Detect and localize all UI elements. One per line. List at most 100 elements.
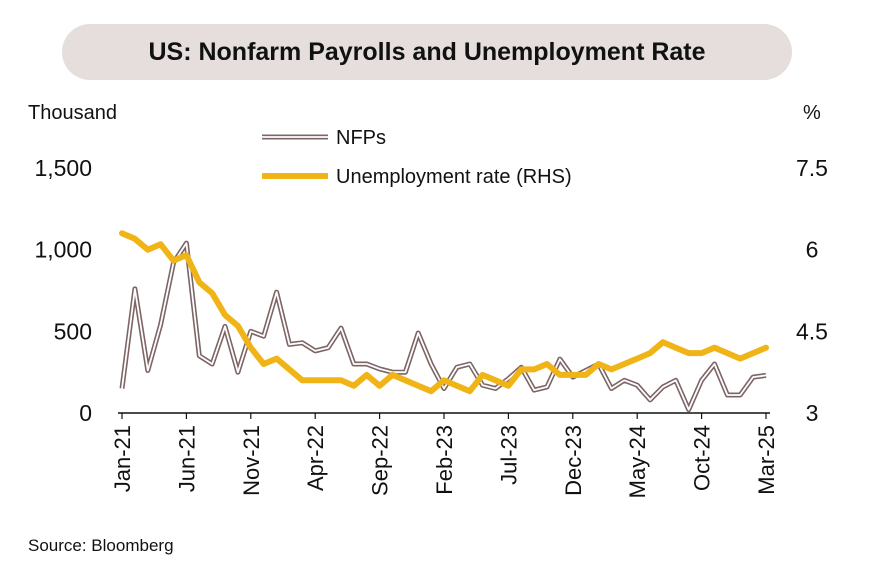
right-tick-label: 7.5 [796, 155, 828, 181]
unemployment-point [122, 233, 123, 234]
nfp-point [714, 364, 715, 365]
left-axis-unit: Thousand [28, 102, 117, 124]
nfp-point [444, 388, 445, 389]
nfp-point [315, 350, 316, 351]
unemployment-point [237, 325, 238, 326]
x-tick-label: May-24 [625, 425, 650, 498]
unemployment-point [147, 249, 148, 250]
nfp-point [431, 364, 432, 365]
x-tick-label: Sep-22 [368, 425, 393, 496]
right-tick-label: 3 [806, 400, 819, 426]
unemployment-point [289, 369, 290, 370]
unemployment-point [598, 364, 599, 365]
nfp-point [147, 370, 148, 371]
x-tick-label: Apr-22 [303, 425, 328, 491]
unemployment-point [456, 385, 457, 386]
nfp-point [585, 370, 586, 371]
right-tick-label: 4.5 [796, 318, 828, 344]
source-note: Source: Bloomberg [28, 536, 174, 555]
chart-title: US: Nonfarm Payrolls and Unemployment Ra… [148, 37, 706, 66]
unemployment-point [444, 380, 445, 381]
unemployment-point [662, 342, 663, 343]
unemployment-point [482, 374, 483, 375]
unemployment-point [263, 364, 264, 365]
nfp-point [727, 395, 728, 396]
nfp-point [328, 347, 329, 348]
unemployment-point [160, 244, 161, 245]
nfp-point [495, 388, 496, 389]
nfp-point [611, 388, 612, 389]
unemployment-point [521, 369, 522, 370]
nfp-point [212, 364, 213, 365]
unemployment-point [701, 353, 702, 354]
right-axis-unit: % [803, 102, 821, 124]
nfp-point [405, 372, 406, 373]
unemployment-series-line [119, 230, 769, 395]
nfp-point [456, 367, 457, 368]
unemployment-point [675, 347, 676, 348]
unemployment-point [392, 374, 393, 375]
nfp-point [508, 378, 509, 379]
unemployment-point [199, 282, 200, 283]
x-tick-label: Dec-23 [561, 425, 586, 496]
unemployment-point [753, 353, 754, 354]
unemployment-point [353, 385, 354, 386]
unemployment-point [624, 364, 625, 365]
nfp-point [572, 377, 573, 378]
unemployment-point [340, 380, 341, 381]
nfp-point [263, 336, 264, 337]
nfp-point [521, 367, 522, 368]
unemployment-point [534, 369, 535, 370]
x-tick-label: Feb-23 [432, 425, 457, 495]
unemployment-point [315, 380, 316, 381]
nfp-point [160, 324, 161, 325]
unemployment-point [469, 391, 470, 392]
unemployment-point [328, 380, 329, 381]
x-tick-label: Jul-23 [496, 425, 521, 485]
nfp-point [250, 331, 251, 332]
nfp-point [353, 364, 354, 365]
unemployment-point [495, 380, 496, 381]
nfp-point [766, 375, 767, 376]
x-tick-label: Nov-21 [239, 425, 264, 496]
unemployment-point [134, 238, 135, 239]
nfp-point [302, 342, 303, 343]
nfp-point [662, 386, 663, 387]
unemployment-point [405, 380, 406, 381]
nfp-point [547, 386, 548, 387]
nfp-point [340, 328, 341, 329]
nfp-point [469, 364, 470, 365]
nfp-point [225, 326, 226, 327]
nfp-point [237, 372, 238, 373]
unemployment-point [212, 293, 213, 294]
unemployment-point [250, 347, 251, 348]
left-tick-label: 500 [54, 318, 92, 344]
unemployment-point [714, 347, 715, 348]
right-tick-label: 6 [806, 237, 819, 263]
unemployment-point [585, 374, 586, 375]
x-tick-label: Mar-25 [754, 425, 779, 495]
nfp-point [122, 388, 123, 389]
nfp-point [418, 332, 419, 333]
right-y-axis: 3 4.5 6 7.5 [796, 155, 828, 426]
nfp-point [753, 377, 754, 378]
nfp-point [379, 368, 380, 369]
unemployment-point [637, 358, 638, 359]
nfp-point [559, 359, 560, 360]
unemployment-point [379, 385, 380, 386]
nfp-point [650, 399, 651, 400]
nfp-point [134, 288, 135, 289]
chart-title-banner: US: Nonfarm Payrolls and Unemployment Ra… [62, 24, 792, 80]
legend-nfp-label: NFPs [336, 127, 386, 149]
unemployment-point [766, 347, 767, 348]
left-tick-label: 1,500 [34, 155, 92, 181]
nfp-point [276, 292, 277, 293]
unemployment-point [186, 255, 187, 256]
unemployment-point [173, 260, 174, 261]
nfp-point [482, 385, 483, 386]
unemployment-point [366, 374, 367, 375]
nfp-point [534, 390, 535, 391]
left-tick-label: 1,000 [34, 237, 92, 263]
x-tick-label: Jan-21 [110, 425, 135, 492]
